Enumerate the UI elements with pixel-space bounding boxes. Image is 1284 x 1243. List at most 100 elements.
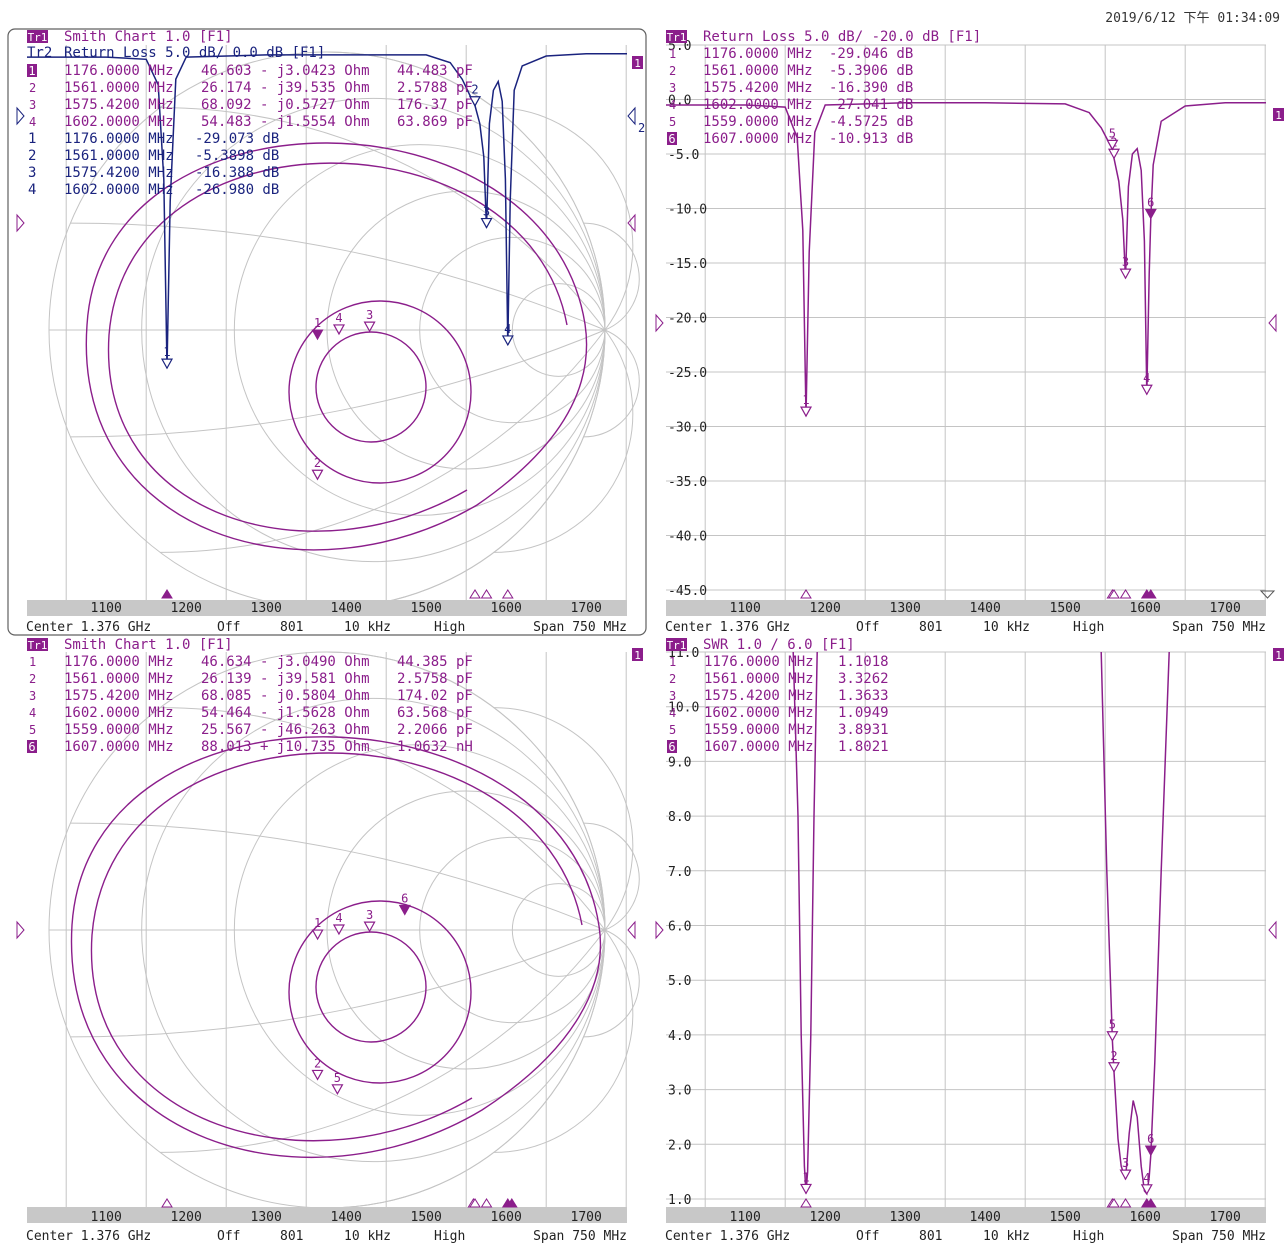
footer-points: 801 <box>919 620 942 635</box>
stimulus-marker <box>1144 589 1157 599</box>
footer-ifbw: 10 kHz <box>344 1229 391 1243</box>
tr1-title: Return Loss 5.0 dB/ -20.0 dB [F1] <box>703 29 981 45</box>
freq-tick-label: 1500 <box>411 1210 442 1225</box>
marker-triangle <box>1119 268 1132 280</box>
footer-points: 801 <box>919 1229 942 1243</box>
panel-top-right: 1100 1200 1300 1400 1500 1600 1700 Center 1.376… <box>655 29 1284 635</box>
marker-number: 3 <box>29 689 36 703</box>
marker-triangle <box>480 217 493 229</box>
marker-value: -10.913 dB <box>829 131 913 147</box>
tr1-badge: Tr1 <box>28 639 48 652</box>
freq-tick-label: 1400 <box>331 601 362 616</box>
freq-tick-label: 1700 <box>1210 601 1241 616</box>
marker-freq: 1561.0000 MHz <box>64 148 174 164</box>
y-tick-label: -45.0 <box>668 584 707 599</box>
marker-number: 6 <box>668 740 675 754</box>
marker-freq: 1602.0000 MHz <box>64 182 174 198</box>
y-tick-label: -10.0 <box>668 203 707 218</box>
y-tick-label: 1.0 <box>668 1193 691 1208</box>
marker-triangle <box>1140 384 1153 396</box>
tr1-title: SWR 1.0 / 6.0 [F1] <box>703 637 855 653</box>
marker-number: 1 <box>28 64 35 78</box>
timestamp: 2019/6/12 下午 01:34:09 <box>1105 11 1280 26</box>
marker-freq: 1602.0000 MHz <box>704 705 814 721</box>
marker-label: 1 <box>163 345 170 359</box>
ref-arrow-right <box>627 213 636 233</box>
freq-tick-label: 1300 <box>251 601 282 616</box>
stimulus-marker <box>480 589 493 599</box>
marker-freq: 1176.0000 MHz <box>64 131 174 147</box>
marker-freq: 1176.0000 MHz <box>64 63 174 79</box>
marker-value: 46.603 - j3.0423 Ohm <box>201 63 370 79</box>
stimulus-marker <box>480 1198 493 1208</box>
marker-label: 2 <box>471 83 478 97</box>
marker-freq: 1575.4200 MHz <box>704 688 814 704</box>
ref-badge: 1 <box>634 57 641 70</box>
freq-tick-label: 1100 <box>730 1210 761 1225</box>
reactance-arc <box>583 222 640 331</box>
marker-value: 68.085 - j0.5804 Ohm <box>201 688 370 704</box>
marker-value: -16.390 dB <box>829 80 913 96</box>
return-loss-trace <box>666 102 1266 417</box>
stimulus-marker <box>505 1198 518 1208</box>
marker-extra: 176.37 pF <box>397 97 473 113</box>
freq-tick-label: 1200 <box>171 601 202 616</box>
marker-value: 1.3633 <box>838 688 889 704</box>
tr2-label: Tr2 <box>27 45 52 61</box>
marker-label: 1 <box>314 916 321 930</box>
marker-value: -5.3906 dB <box>829 63 913 79</box>
marker-number: 2 <box>669 672 676 686</box>
marker-number: 2 <box>29 672 36 686</box>
stimulus-marker <box>800 1198 812 1208</box>
marker-value: -26.980 dB <box>195 182 279 198</box>
freq-grid <box>666 651 1266 1207</box>
marker-number: 4 <box>28 182 36 198</box>
marker-freq: 1561.0000 MHz <box>704 671 814 687</box>
marker-triangle <box>1107 148 1121 160</box>
smith-locus-inner <box>315 331 427 443</box>
smith-grid <box>48 51 640 609</box>
active-marker-badge <box>667 132 677 145</box>
marker-triangle <box>1119 1169 1132 1181</box>
marker-number: 3 <box>669 81 676 95</box>
marker-triangle <box>1144 1145 1157 1157</box>
footer-points: 801 <box>280 1229 303 1243</box>
marker-freq: 1559.0000 MHz <box>64 722 174 738</box>
marker-label: 3 <box>1122 255 1129 269</box>
marker-label: 5 <box>334 1071 341 1085</box>
marker-triangle <box>1106 139 1119 151</box>
freq-grid <box>666 44 1266 600</box>
ref-arrow-left <box>655 920 664 940</box>
ref-arrow-left <box>16 106 25 126</box>
footer-off: Off <box>856 1229 879 1243</box>
reactance-arc <box>70 929 606 1038</box>
marker-triangle <box>1144 208 1157 220</box>
smith-locus-outer <box>70 736 602 1159</box>
marker-value: 26.139 - j39.581 Ohm <box>201 671 370 687</box>
marker-triangle <box>332 324 346 336</box>
marker-triangle <box>799 406 813 418</box>
marker-extra: 2.5788 pF <box>397 80 473 96</box>
marker-label: 5 <box>1109 1018 1116 1032</box>
marker-freq: 1575.4200 MHz <box>64 97 174 113</box>
marker-triangle <box>799 1183 813 1195</box>
footer-span: Span 750 MHz <box>533 1229 627 1243</box>
ref-badge-bg <box>1273 648 1284 661</box>
marker-number: 4 <box>29 115 36 129</box>
stimulus-marker <box>1119 1198 1132 1208</box>
reactance-arc <box>160 107 606 331</box>
freq-tick-label: 1700 <box>1210 1210 1241 1225</box>
marker-extra: 44.483 pF <box>397 63 473 79</box>
marker-number: 3 <box>28 165 36 181</box>
marker-triangle <box>1140 1184 1153 1196</box>
tr1-badge-bg <box>27 30 48 43</box>
marker-triangle <box>1106 1031 1119 1042</box>
stimulus-marker <box>1144 1198 1157 1208</box>
smith-locus-mid <box>288 900 472 1084</box>
marker-value: 3.3262 <box>838 671 889 687</box>
active-window-frame <box>7 28 647 636</box>
freq-tick-label: 1300 <box>890 1210 921 1225</box>
footer-center: Center 1.376 GHz <box>665 1229 790 1243</box>
ref-arrow-right <box>627 106 636 126</box>
footer-power: High <box>1073 1229 1104 1243</box>
